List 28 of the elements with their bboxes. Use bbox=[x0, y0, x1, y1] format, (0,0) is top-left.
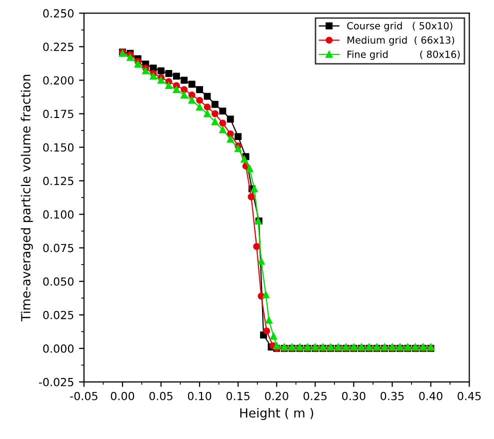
y-tick-label: 0.050 bbox=[43, 277, 74, 286]
x-tick-label: 0.30 bbox=[342, 392, 366, 400]
x-tick-label: 0.35 bbox=[380, 392, 404, 400]
y-tick-label: 0.000 bbox=[43, 344, 74, 353]
x-tick-label: 0.45 bbox=[458, 392, 481, 400]
x-tick-label: 0.15 bbox=[226, 392, 250, 400]
y-axis-title: Time-averaged particle volume fraction bbox=[20, 74, 33, 322]
x-tick-label: 0.40 bbox=[419, 392, 442, 400]
x-tick-label: 0.00 bbox=[110, 392, 134, 400]
x-tick-label: -0.05 bbox=[70, 392, 98, 400]
legend-label: Course grid ( 50x10) bbox=[347, 22, 452, 32]
y-tick-label: 0.125 bbox=[43, 176, 74, 186]
legend-label: Medium grid ( 66x13) bbox=[348, 36, 454, 46]
y-tick-label: 0.175 bbox=[43, 110, 74, 118]
y-tick-label: 0.100 bbox=[43, 210, 74, 219]
x-tick-label: 0.10 bbox=[188, 392, 212, 400]
x-axis-title: Height ( m ) bbox=[240, 408, 314, 420]
legend-label: Fine grid ( 80x16) bbox=[348, 50, 460, 60]
x-tick-label: 0.05 bbox=[149, 392, 172, 400]
y-tick-label: -0.025 bbox=[38, 378, 74, 386]
x-tick-label: 0.25 bbox=[304, 392, 327, 400]
y-tick-label: 0.025 bbox=[43, 310, 74, 320]
x-tick-label: 0.20 bbox=[265, 392, 288, 400]
y-tick-label: 0.150 bbox=[43, 143, 74, 152]
y-tick-label: 0.250 bbox=[43, 9, 74, 18]
y-tick-label: 0.075 bbox=[43, 244, 74, 252]
y-tick-label: 0.225 bbox=[43, 42, 74, 52]
y-tick-label: 0.200 bbox=[43, 76, 74, 85]
